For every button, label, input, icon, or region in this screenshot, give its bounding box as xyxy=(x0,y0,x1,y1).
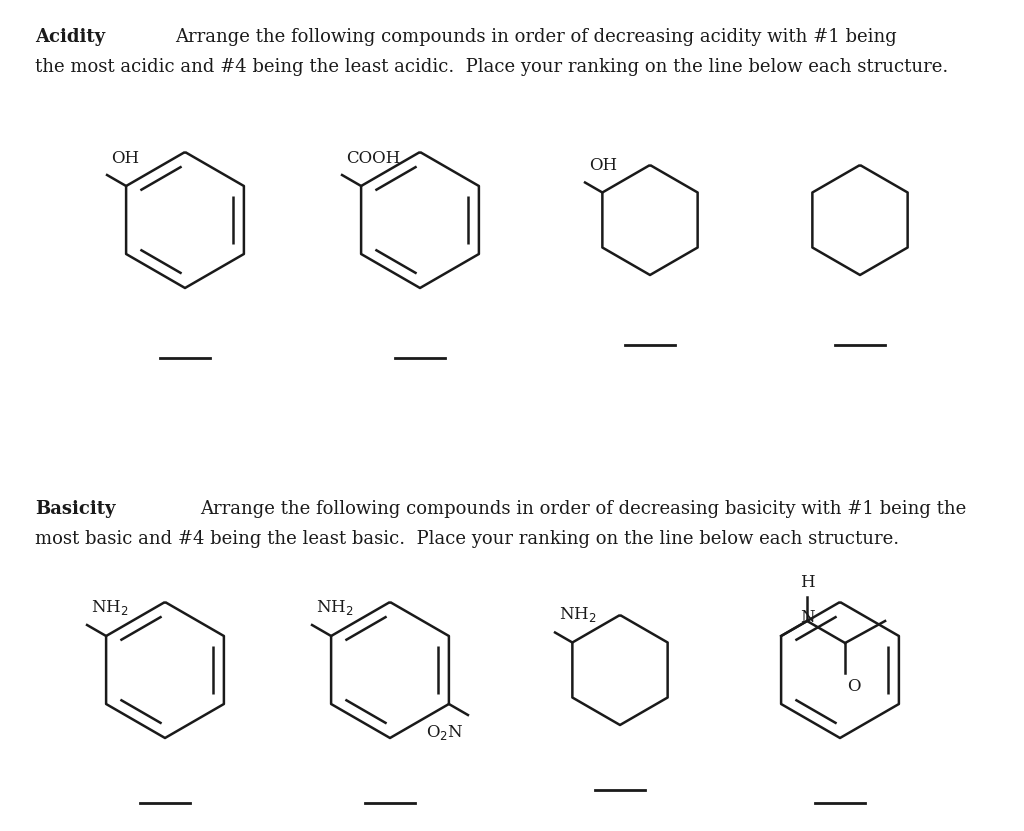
Text: OH: OH xyxy=(111,150,139,167)
Text: N: N xyxy=(800,609,814,626)
Text: NH$_2$: NH$_2$ xyxy=(91,598,129,617)
Text: O$_2$N: O$_2$N xyxy=(426,723,464,742)
Text: NH$_2$: NH$_2$ xyxy=(559,606,597,625)
Text: Arrange the following compounds in order of decreasing acidity with #1 being: Arrange the following compounds in order… xyxy=(175,28,897,46)
Text: most basic and #4 being the least basic.  Place your ranking on the line below e: most basic and #4 being the least basic.… xyxy=(35,530,899,548)
Text: H: H xyxy=(800,574,814,591)
Text: Acidity: Acidity xyxy=(35,28,105,46)
Text: O: O xyxy=(847,678,860,695)
Text: OH: OH xyxy=(589,158,617,175)
Text: the most acidic and #4 being the least acidic.  Place your ranking on the line b: the most acidic and #4 being the least a… xyxy=(35,58,948,76)
Text: NH$_2$: NH$_2$ xyxy=(316,598,353,617)
Text: COOH: COOH xyxy=(346,150,400,167)
Text: Basicity: Basicity xyxy=(35,500,116,518)
Text: Arrange the following compounds in order of decreasing basicity with #1 being th: Arrange the following compounds in order… xyxy=(200,500,967,518)
